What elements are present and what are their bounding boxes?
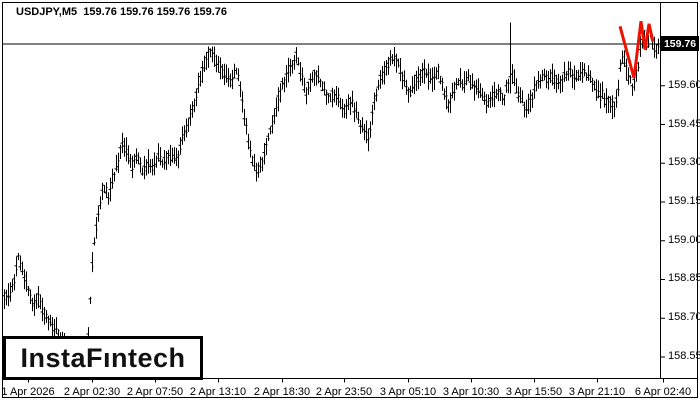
time-axis-label: 6 Apr 02:40	[634, 386, 692, 398]
price-axis-label: 159.00	[668, 233, 700, 246]
time-axis-label: 2 Apr 13:10	[189, 386, 247, 398]
price-axis-label: 158.85	[668, 272, 700, 285]
time-axis-label: 3 Apr 05:10	[379, 386, 437, 398]
price-axis-label: 158.55	[668, 349, 700, 362]
time-axis-label: 1 Apr 2026	[1, 386, 55, 398]
time-axis-label: 2 Apr 07:50	[126, 386, 184, 398]
chart-title: USDJPY,M5 159.76 159.76 159.76 159.76	[16, 6, 227, 18]
price-axis-label: 159.30	[668, 156, 700, 169]
time-axis-label: 3 Apr 10:30	[442, 386, 500, 398]
time-axis-label: 2 Apr 02:30	[63, 386, 121, 398]
price-axis-label: 159.60	[668, 78, 700, 91]
price-bars[interactable]	[2, 26, 660, 357]
time-axis-label: 3 Apr 21:10	[568, 386, 626, 398]
price-axis-label: 159.45	[668, 117, 700, 130]
time-axis-label: 2 Apr 18:30	[253, 386, 311, 398]
time-axis-label: 3 Apr 15:50	[505, 386, 563, 398]
zigzag-indicator	[618, 20, 655, 79]
current-price-tag: 159.76	[661, 36, 699, 51]
instafintech-logo: InstaFıntech	[3, 336, 203, 380]
time-axis-label: 2 Apr 23:50	[315, 386, 373, 398]
price-axis-label: 158.70	[668, 311, 700, 324]
price-axis-label: 159.15	[668, 195, 700, 207]
